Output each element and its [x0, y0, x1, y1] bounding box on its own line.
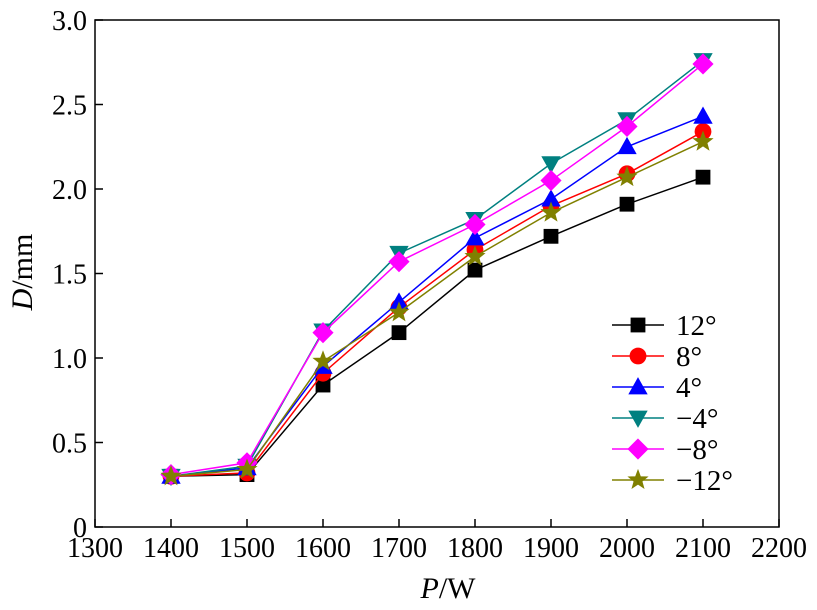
series-line: [170, 176, 704, 478]
x-tick-label: 1900: [523, 533, 579, 564]
data-point: [692, 130, 714, 151]
data-point: [543, 228, 559, 244]
legend-item: −12°: [612, 465, 733, 497]
legend-marker: [627, 438, 649, 460]
data-point: [692, 53, 714, 75]
legend-item: −8°: [612, 434, 718, 466]
y-tick-label: 3.0: [52, 6, 87, 37]
legend-marker: [628, 377, 648, 395]
data-point: [619, 196, 635, 212]
y-axis-title: D/mm: [6, 234, 39, 312]
x-tick-label: 1500: [219, 533, 275, 564]
y-axis-ticks: 0 0.5 1.0 1.5 2.0 2.5 3.0: [52, 6, 103, 544]
data-point: [388, 301, 410, 322]
legend-marker: [627, 468, 649, 490]
legend-label: 8°: [676, 341, 702, 373]
legend-label: 12°: [676, 310, 717, 342]
data-point: [695, 169, 711, 185]
data-point: [160, 465, 182, 486]
legend-marker: [629, 347, 647, 365]
legend-marker: [630, 317, 646, 333]
series-line: [170, 63, 704, 476]
x-axis-title: P/W: [420, 572, 477, 605]
data-point: [467, 262, 483, 278]
legend-item: −4°: [612, 403, 718, 435]
x-tick-label: 2000: [599, 533, 655, 564]
x-tick-label: 1400: [143, 533, 199, 564]
y-tick-label: 1.0: [52, 344, 87, 375]
data-point: [312, 322, 334, 344]
legend-marker: [628, 410, 648, 428]
x-tick-label: 2200: [751, 533, 807, 564]
legend: 12°8°4°−4°−8°−12°: [612, 310, 733, 497]
data-point: [616, 166, 638, 187]
series-line: [170, 59, 704, 478]
y-tick-label: 2.0: [52, 175, 87, 206]
x-tick-label: 1800: [447, 533, 503, 564]
x-axis-ticks: 1300 1400 1500 1600 1700 1800 1900 2000 2100 2200: [67, 519, 807, 564]
x-tick-label: 1700: [371, 533, 427, 564]
y-tick-label: 0.5: [52, 429, 87, 460]
y-tick-label: 2.5: [52, 91, 87, 122]
data-point: [540, 201, 562, 222]
data-point: [236, 458, 258, 479]
data-point: [464, 245, 486, 266]
legend-item: 8°: [612, 341, 702, 373]
legend-item: 12°: [612, 310, 717, 342]
legend-label: −4°: [676, 403, 718, 435]
y-tick-label: 0: [73, 513, 87, 544]
data-point: [541, 156, 561, 174]
series-line: [170, 130, 704, 478]
data-point: [693, 106, 713, 124]
data-point: [391, 325, 407, 341]
data-point: [540, 169, 562, 192]
data-point: [465, 228, 485, 246]
data-point: [616, 115, 638, 138]
legend-label: 4°: [676, 372, 702, 404]
legend-label: −12°: [676, 465, 733, 497]
x-tick-label: 1300: [67, 533, 123, 564]
x-tick-label: 1600: [295, 533, 351, 564]
series-6: [160, 130, 714, 486]
data-point: [464, 213, 486, 236]
legend-item: 4°: [612, 372, 702, 404]
y-tick-label: 1.5: [52, 260, 87, 291]
legend-label: −8°: [676, 434, 718, 466]
data-point: [312, 350, 334, 371]
data-point: [388, 251, 410, 273]
series-line: [170, 141, 704, 478]
series-layer: [160, 53, 714, 487]
data-point: [617, 136, 637, 155]
x-tick-label: 2100: [675, 533, 731, 564]
